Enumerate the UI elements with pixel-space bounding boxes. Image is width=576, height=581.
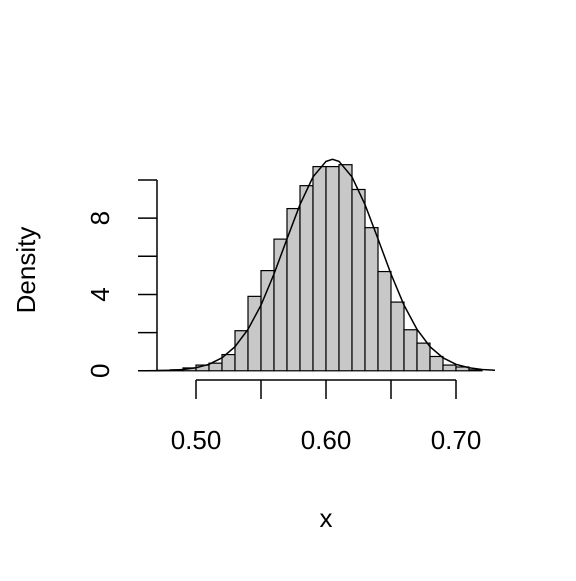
y-tick-label: 8 — [85, 211, 115, 225]
x-tick-label: 0.70 — [431, 425, 482, 455]
bar — [235, 331, 248, 371]
x-tick-label: 0.60 — [301, 425, 352, 455]
bar — [365, 228, 378, 371]
bar — [339, 165, 352, 371]
x-tick-label: 0.50 — [171, 425, 222, 455]
y-axis-label: Density — [11, 227, 41, 314]
bar — [352, 189, 365, 370]
y-tick-label: 4 — [85, 287, 115, 301]
bar — [261, 271, 274, 371]
bar — [300, 186, 313, 371]
y-tick-label: 0 — [85, 364, 115, 378]
bar — [417, 343, 430, 371]
bar — [391, 302, 404, 371]
bar — [378, 272, 391, 371]
bar — [404, 330, 417, 371]
x-axis-label: x — [320, 503, 333, 533]
bar — [209, 363, 222, 371]
bar — [326, 167, 339, 371]
bar — [430, 356, 443, 370]
bar — [274, 239, 287, 371]
bar — [443, 365, 456, 371]
bar — [313, 167, 326, 371]
